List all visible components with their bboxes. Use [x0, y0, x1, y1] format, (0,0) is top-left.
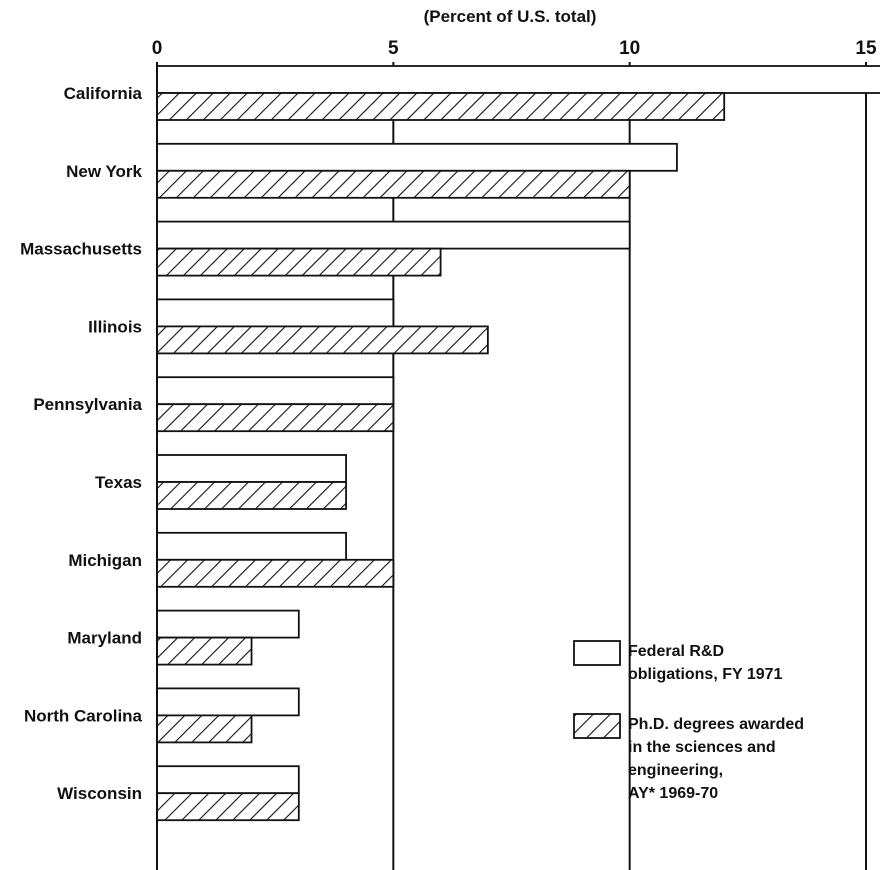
legend-label: engineering,: [628, 762, 723, 779]
bar-phd-illinois: [156, 325, 489, 355]
category-label: Pennsylvania: [33, 395, 142, 414]
bar-rd-new-york: [156, 142, 678, 172]
bars: [156, 65, 880, 822]
category-labels: California New York Massachusetts Illinois P…: [20, 84, 142, 803]
bar-phd-new-york: [156, 169, 631, 199]
bar-phd-massachusetts: [156, 247, 442, 277]
bar-phd-pennsylvania: [156, 403, 395, 433]
bar-rd-north-carolina: [156, 687, 300, 717]
bar-rd-california: [156, 65, 880, 94]
bar-rd-wisconsin: [156, 765, 300, 795]
legend-label: obligations, FY 1971: [628, 666, 783, 683]
category-label: Michigan: [68, 551, 142, 570]
legend-label: Federal R&D: [628, 643, 724, 660]
category-label: Texas: [95, 473, 142, 492]
legend-swatch-phd: [573, 713, 621, 739]
bar-phd-california: [156, 92, 726, 121]
legend-label: in the sciences and: [628, 739, 776, 756]
legend: Federal R&D obligations, FY 1971 Ph.D. deg…: [573, 640, 804, 802]
x-tick-label-15: 15: [855, 38, 877, 59]
bar-phd-maryland: [156, 636, 253, 666]
category-label: Massachusetts: [20, 240, 142, 259]
bar-phd-north-carolina: [156, 714, 253, 744]
legend-swatch-rd: [573, 640, 621, 666]
legend-label: AY* 1969-70: [628, 785, 718, 802]
legend-label: Ph.D. degrees awarded: [628, 716, 804, 733]
bar-rd-massachusetts: [156, 220, 631, 250]
x-tick-label-5: 5: [388, 38, 399, 59]
category-label: Wisconsin: [57, 784, 142, 803]
bar-rd-illinois: [156, 298, 395, 328]
bar-phd-texas: [156, 481, 347, 510]
category-label: New York: [66, 162, 142, 181]
bar-rd-texas: [156, 454, 347, 483]
category-label: Illinois: [88, 317, 142, 336]
axis-title: (Percent of U.S. total): [424, 7, 597, 26]
bar-rd-michigan: [156, 531, 347, 561]
bar-rd-pennsylvania: [156, 376, 395, 406]
x-tick-label-10: 10: [619, 38, 640, 59]
bar-rd-maryland: [156, 609, 300, 639]
x-tick-label-0: 0: [152, 38, 163, 59]
category-label: Maryland: [67, 629, 142, 648]
category-label: California: [64, 84, 143, 103]
category-label: North Carolina: [24, 706, 143, 725]
tick-labels: 0 5 10 15: [152, 38, 877, 59]
bar-phd-michigan: [156, 558, 395, 588]
bar-phd-wisconsin: [156, 792, 300, 822]
